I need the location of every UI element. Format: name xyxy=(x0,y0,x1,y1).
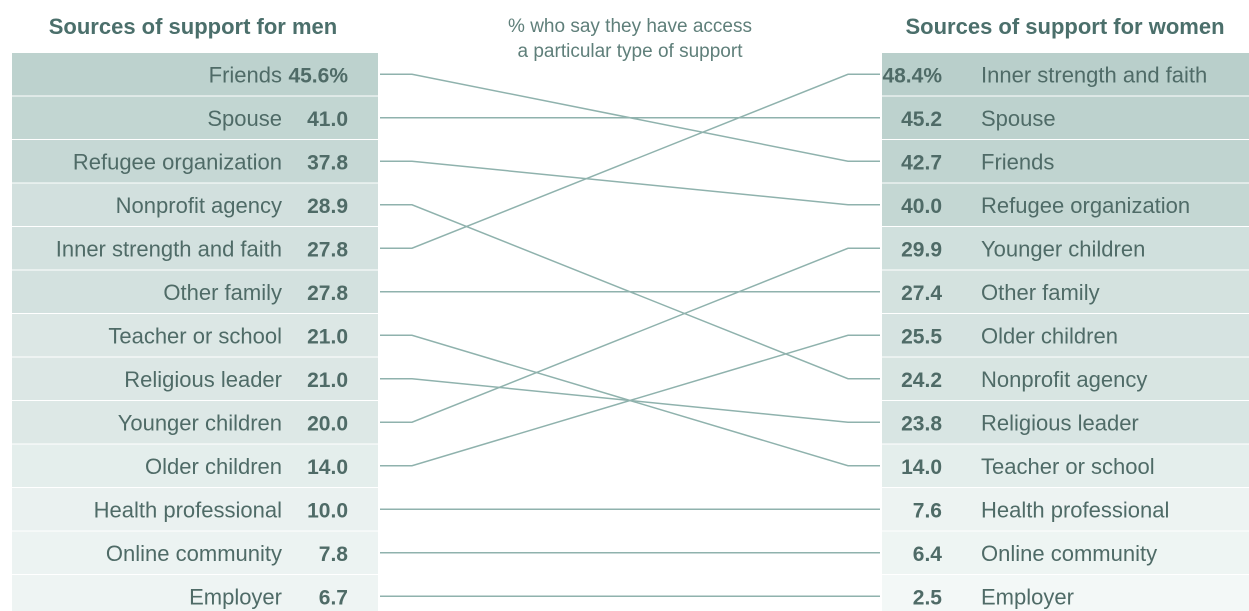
chart-subtitle-line-1: % who say they have access xyxy=(508,16,752,37)
women-label-teacher-or-school: Teacher or school xyxy=(981,454,1155,479)
men-value-online-community: 7.8 xyxy=(319,543,349,566)
women-value-younger-children: 29.9 xyxy=(901,238,942,261)
men-value-older-children: 14.0 xyxy=(307,456,348,479)
men-row-bg-religious-leader xyxy=(12,357,378,400)
row-backgrounds xyxy=(12,53,1249,611)
women-row-bg-online-community xyxy=(882,531,1249,574)
men-label-teacher-or-school: Teacher or school xyxy=(108,323,282,348)
men-label-other-family: Other family xyxy=(163,280,282,305)
men-value-nonprofit-agency: 28.9 xyxy=(307,195,348,218)
women-title: Sources of support for women xyxy=(905,14,1224,39)
women-value-older-children: 25.5 xyxy=(901,325,942,348)
women-label-religious-leader: Religious leader xyxy=(981,410,1139,435)
men-value-refugee-organization: 37.8 xyxy=(307,151,348,174)
women-row-bg-younger-children xyxy=(882,227,1249,270)
women-row-bg-employer xyxy=(882,575,1249,611)
women-row-bg-health-professional xyxy=(882,488,1249,531)
women-row-bg-teacher-or-school xyxy=(882,444,1249,487)
men-label-friends: Friends xyxy=(209,62,282,87)
men-row-bg-online-community xyxy=(12,531,378,574)
women-value-nonprofit-agency: 24.2 xyxy=(901,369,942,392)
men-row-bg-spouse xyxy=(12,96,378,139)
men-value-religious-leader: 21.0 xyxy=(307,369,348,392)
men-value-spouse: 41.0 xyxy=(307,108,348,131)
women-label-older-children: Older children xyxy=(981,323,1118,348)
connector-inner-strength-and-faith xyxy=(380,73,880,249)
men-value-friends: 45.6% xyxy=(288,64,348,87)
women-row-bg-inner-strength-and-faith xyxy=(882,53,1249,96)
men-row-bg-health-professional xyxy=(12,488,378,531)
men-row-bg-inner-strength-and-faith xyxy=(12,227,378,270)
men-row-bg-friends xyxy=(12,53,378,96)
men-label-online-community: Online community xyxy=(106,541,282,566)
women-row-bg-religious-leader xyxy=(882,401,1249,444)
women-label-inner-strength-and-faith: Inner strength and faith xyxy=(981,62,1207,87)
men-value-teacher-or-school: 21.0 xyxy=(307,325,348,348)
men-value-other-family: 27.8 xyxy=(307,282,348,305)
chart-subtitle-line-2: a particular type of support xyxy=(518,41,744,62)
men-title: Sources of support for men xyxy=(49,14,337,39)
connector-younger-children xyxy=(380,247,880,423)
men-row-bg-younger-children xyxy=(12,401,378,444)
women-row-bg-refugee-organization xyxy=(882,183,1249,226)
men-value-health-professional: 10.0 xyxy=(307,499,348,522)
men-row-bg-refugee-organization xyxy=(12,140,378,183)
men-label-religious-leader: Religious leader xyxy=(124,367,282,392)
men-label-inner-strength-and-faith: Inner strength and faith xyxy=(56,236,282,261)
women-row-bg-older-children xyxy=(882,314,1249,357)
women-label-friends: Friends xyxy=(981,149,1054,174)
women-row-bg-friends xyxy=(882,140,1249,183)
men-row-bg-employer xyxy=(12,575,378,611)
women-label-health-professional: Health professional xyxy=(981,497,1169,522)
women-label-younger-children: Younger children xyxy=(981,236,1145,261)
row-labels: Friends 45.6% Spouse 41.0 Refugee organizati… xyxy=(56,62,1208,609)
women-label-nonprofit-agency: Nonprofit agency xyxy=(981,367,1147,392)
women-value-spouse: 45.2 xyxy=(901,108,942,131)
women-value-online-community: 6.4 xyxy=(913,543,943,566)
men-value-inner-strength-and-faith: 27.8 xyxy=(307,238,348,261)
women-value-refugee-organization: 40.0 xyxy=(901,195,942,218)
men-row-bg-older-children xyxy=(12,444,378,487)
women-value-inner-strength-and-faith: 48.4% xyxy=(882,64,942,87)
men-label-older-children: Older children xyxy=(145,454,282,479)
women-value-health-professional: 7.6 xyxy=(913,499,942,522)
connector-refugee-organization xyxy=(380,160,880,206)
men-row-bg-teacher-or-school xyxy=(12,314,378,357)
women-value-teacher-or-school: 14.0 xyxy=(901,456,942,479)
women-label-online-community: Online community xyxy=(981,541,1157,566)
men-row-bg-other-family xyxy=(12,270,378,313)
men-label-spouse: Spouse xyxy=(207,106,282,131)
women-label-spouse: Spouse xyxy=(981,106,1056,131)
women-label-refugee-organization: Refugee organization xyxy=(981,193,1190,218)
men-label-health-professional: Health professional xyxy=(94,497,282,522)
women-row-bg-spouse xyxy=(882,96,1249,139)
women-value-friends: 42.7 xyxy=(901,151,942,174)
women-row-bg-nonprofit-agency xyxy=(882,357,1249,400)
men-label-nonprofit-agency: Nonprofit agency xyxy=(116,193,282,218)
women-value-employer: 2.5 xyxy=(913,586,943,609)
women-row-bg-other-family xyxy=(882,270,1249,313)
connector-lines xyxy=(380,73,880,597)
connector-older-children xyxy=(380,334,880,467)
men-value-younger-children: 20.0 xyxy=(307,412,348,435)
women-value-religious-leader: 23.8 xyxy=(901,412,942,435)
women-label-employer: Employer xyxy=(981,584,1074,609)
women-label-other-family: Other family xyxy=(981,280,1100,305)
men-label-younger-children: Younger children xyxy=(118,410,282,435)
men-value-employer: 6.7 xyxy=(319,586,348,609)
men-label-refugee-organization: Refugee organization xyxy=(73,149,282,174)
men-label-employer: Employer xyxy=(189,584,282,609)
men-row-bg-nonprofit-agency xyxy=(12,183,378,226)
women-value-other-family: 27.4 xyxy=(901,282,942,305)
